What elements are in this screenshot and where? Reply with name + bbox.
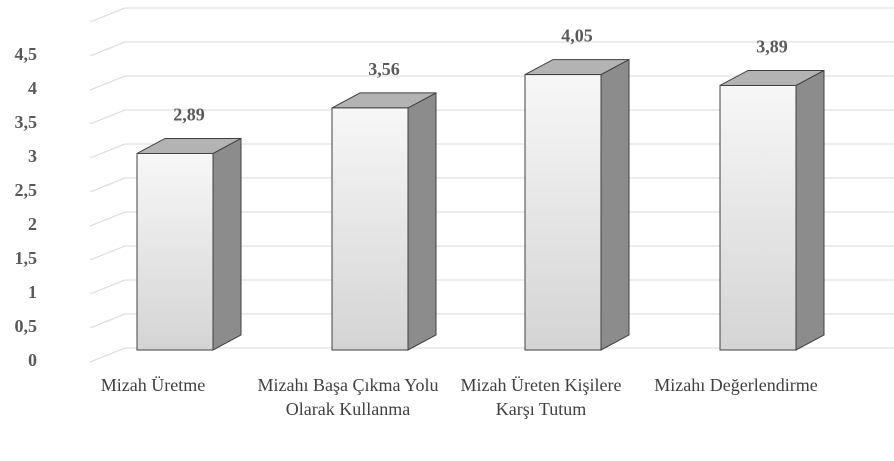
y-tick-label: 3,5 bbox=[15, 112, 38, 132]
value-label: 4,05 bbox=[561, 26, 593, 46]
bar bbox=[719, 84, 797, 351]
bar bbox=[524, 74, 602, 351]
y-tick-label: 2 bbox=[28, 214, 37, 234]
grid-diagonal bbox=[89, 41, 126, 57]
x-tick-label: Mizahı Başa Çıkma Yolu Olarak Kullanma bbox=[257, 375, 439, 419]
bar-side bbox=[407, 92, 437, 351]
y-tick-label: 3 bbox=[28, 146, 37, 166]
bar bbox=[331, 107, 409, 351]
grid-diagonal bbox=[89, 177, 126, 193]
y-tick-label: 4 bbox=[28, 78, 37, 98]
y-tick-label: 1 bbox=[28, 282, 37, 302]
bar-side bbox=[795, 69, 825, 351]
y-tick-label: 1,5 bbox=[15, 248, 38, 268]
value-label: 2,89 bbox=[173, 105, 205, 125]
grid-diagonal bbox=[89, 211, 126, 227]
x-tick-label: Mizah Üretme bbox=[100, 375, 206, 395]
grid-diagonal bbox=[89, 7, 126, 23]
x-tick-label: Mizahı Değerlendirme bbox=[654, 375, 818, 395]
y-tick-label: 4,5 bbox=[15, 44, 38, 64]
y-tick-label: 0,5 bbox=[15, 316, 38, 336]
grid-diagonal bbox=[89, 143, 126, 159]
bar-side bbox=[212, 137, 242, 351]
bar bbox=[136, 152, 214, 351]
grid-diagonal bbox=[89, 109, 126, 125]
grid-diagonal bbox=[89, 245, 126, 261]
grid-diagonal bbox=[89, 347, 126, 363]
y-tick-label: 0 bbox=[28, 350, 37, 370]
bar-side bbox=[600, 58, 630, 351]
grid-diagonal bbox=[89, 313, 126, 329]
x-tick-label: Mizah Üreten Kişilere Karşı Tutum bbox=[460, 375, 622, 419]
y-tick-label: 2,5 bbox=[15, 180, 38, 200]
value-label: 3,89 bbox=[756, 37, 788, 57]
value-label: 3,56 bbox=[368, 59, 400, 79]
grid-diagonal bbox=[89, 75, 126, 91]
grid-diagonal bbox=[89, 279, 126, 295]
